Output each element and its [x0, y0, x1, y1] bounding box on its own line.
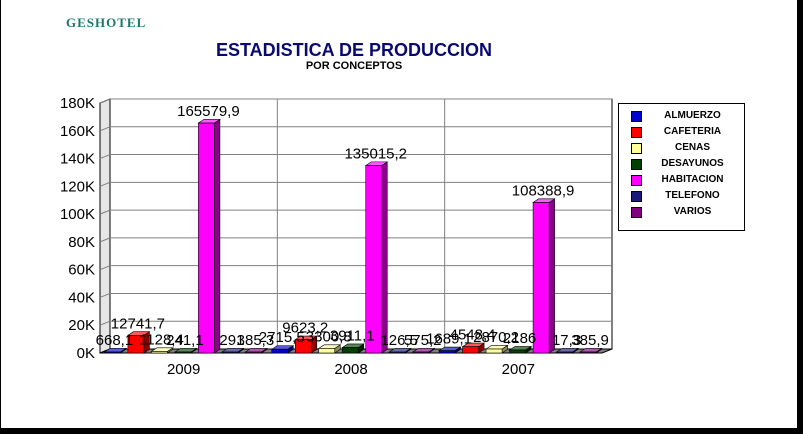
bar [245, 351, 262, 354]
y-gridline-side [99, 181, 111, 187]
data-label: 668,1 [96, 332, 134, 349]
bar [294, 339, 312, 354]
data-label: 12741,7 [111, 315, 165, 332]
legend-item: ALMUERZO [619, 109, 744, 123]
x-tick-label: 2009 [167, 361, 200, 378]
bar [485, 348, 503, 354]
plot-back-wall [109, 98, 613, 350]
bar [151, 351, 168, 354]
legend-label: VARIOS [673, 206, 712, 217]
legend-label: ALMUERZO [664, 110, 721, 121]
bar [318, 348, 336, 354]
bar [174, 351, 192, 354]
bar-side [548, 198, 555, 354]
y-tick-label: 0K [77, 345, 95, 362]
legend-item: VARIOS [619, 205, 744, 219]
bar [438, 350, 456, 354]
bar [127, 335, 145, 354]
y-tick-label: 100K [60, 206, 95, 223]
data-label: 385,9 [571, 332, 609, 349]
data-label: 1689,1 [426, 331, 472, 348]
data-label: 2715,5 [259, 329, 305, 346]
legend-item: DESAYUNOS [619, 157, 744, 171]
data-label: 291 [219, 332, 244, 349]
legend-swatch [631, 191, 642, 202]
y-gridline-side [99, 237, 111, 243]
y-tick-label: 40K [68, 289, 95, 306]
bar-side [381, 161, 388, 354]
legend-swatch [631, 111, 642, 122]
legend-label: CENAS [674, 142, 710, 153]
y-tick-label: 80K [68, 234, 95, 251]
x-tick-label: 2008 [334, 361, 367, 378]
data-label: 17,3 [552, 332, 581, 349]
bar [462, 346, 479, 354]
y-gridline-side [99, 154, 111, 160]
y-gridline-side [99, 209, 111, 215]
window-bottom-border [0, 428, 803, 434]
y-gridline-side [99, 98, 111, 104]
app-title: GESHOTEL [66, 15, 147, 30]
bar [221, 351, 239, 354]
data-label: 108388,9 [512, 182, 575, 199]
y-gridline-side [99, 265, 111, 271]
legend-item: CAFETERIA [619, 125, 744, 139]
data-label: 165579,9 [177, 103, 240, 120]
y-tick-label: 20K [68, 317, 95, 334]
legend-label: TELEFONO [665, 190, 720, 201]
legend-item: HABITACION [619, 173, 744, 187]
data-label: 3300,8 [306, 328, 352, 345]
bar [556, 351, 573, 354]
data-label: 135015,2 [344, 145, 407, 162]
bar [412, 351, 430, 354]
y-tick-label: 180K [60, 95, 95, 112]
plot-side-wall [99, 98, 111, 354]
bar [341, 347, 359, 354]
bar [532, 202, 550, 354]
legend-swatch [631, 143, 642, 154]
bar-side [214, 118, 221, 354]
data-label: 241,1 [166, 332, 204, 349]
bar [388, 351, 406, 354]
data-label: 9623,2 [282, 320, 328, 337]
data-label: 126,5 [380, 332, 418, 349]
data-label: 2186 [503, 330, 536, 347]
legend-swatch [631, 207, 642, 218]
y-tick-label: 120K [60, 178, 95, 195]
data-label: 575,2 [404, 332, 442, 349]
bar [579, 351, 597, 354]
legend-label: HABITACION [661, 174, 724, 185]
bar [271, 348, 289, 354]
y-tick-label: 60K [68, 262, 95, 279]
data-label: 4548,4 [450, 327, 496, 344]
legend-swatch [631, 175, 642, 186]
window-left-border [0, 0, 1, 434]
bar [198, 122, 215, 354]
x-tick-label: 2007 [502, 361, 535, 378]
chart-subtitle: POR CONCEPTOS [305, 60, 403, 72]
data-label: 1128,4 [139, 331, 184, 348]
y-gridline-side [99, 292, 111, 298]
data-label: 2870,2 [473, 329, 519, 346]
legend-label: DESAYUNOS [661, 158, 724, 169]
chart-legend: ALMUERZO CAFETERIA CENAS DESAYUNOS HABITACIO… [618, 103, 745, 231]
data-label: 385,3 [237, 332, 275, 349]
legend-item: CENAS [619, 141, 744, 155]
chart-title: ESTADISTICA DE PRODUCCION [215, 40, 492, 60]
bar [509, 349, 526, 354]
y-tick-label: 160K [60, 123, 95, 140]
bar [365, 165, 383, 354]
y-gridline-side [99, 320, 111, 326]
data-label: 3911,1 [330, 328, 375, 345]
y-gridline-side [99, 126, 111, 132]
window-right-border [797, 0, 803, 434]
legend-item: TELEFONO [619, 189, 744, 203]
legend-swatch [631, 127, 642, 138]
bar [104, 351, 121, 354]
legend-label: CAFETERIA [663, 126, 722, 137]
legend-swatch [631, 159, 642, 170]
y-tick-label: 140K [60, 151, 95, 168]
